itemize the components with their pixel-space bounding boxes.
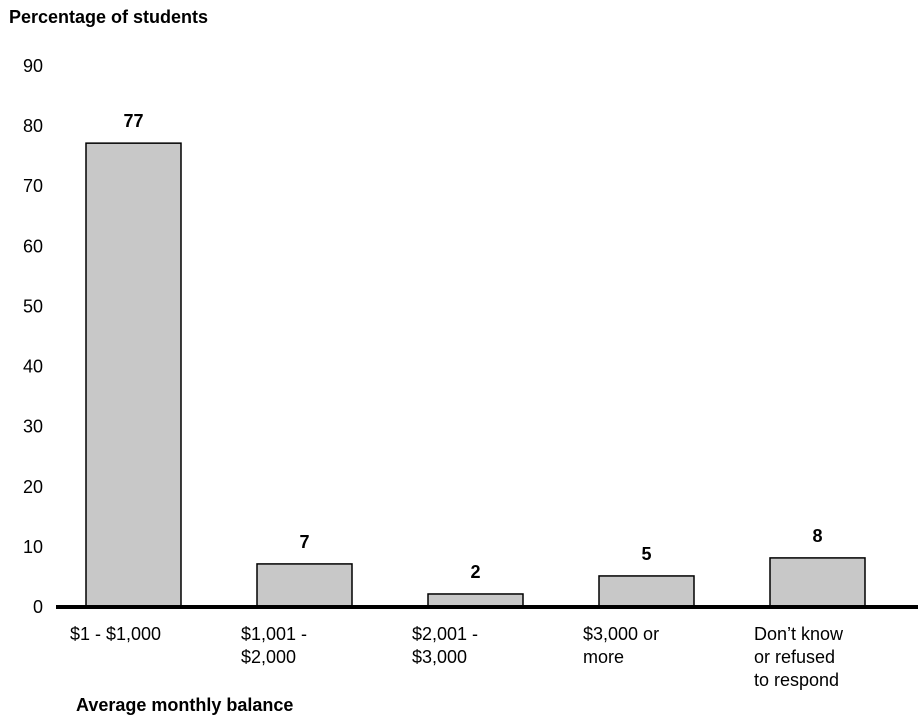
x-category-label-line: or refused xyxy=(754,647,835,667)
y-tick-label: 0 xyxy=(33,597,43,617)
x-category-label-line: $3,000 or xyxy=(583,624,659,644)
x-category-label-line: $1,001 - xyxy=(241,624,307,644)
x-axis-title: Average monthly balance xyxy=(76,695,293,715)
bar-value-label: 77 xyxy=(123,111,143,131)
category-labels-group: $1 - $1,000 $1,001 -$2,000$2,001 -$3,000$… xyxy=(70,624,844,690)
bar xyxy=(85,142,182,607)
x-category-label: $1,001 - $2,000 xyxy=(241,624,307,667)
x-category-label-line: $2,001 - xyxy=(412,624,478,644)
y-tick-label: 40 xyxy=(23,357,43,377)
x-category-label-line: to respond xyxy=(754,670,839,690)
bar xyxy=(256,563,353,607)
y-tick-label: 80 xyxy=(23,116,43,136)
y-tick-label: 90 xyxy=(23,56,43,76)
y-tick-label: 30 xyxy=(23,417,43,437)
bar-value-label: 7 xyxy=(299,532,309,552)
bar xyxy=(769,557,866,607)
y-axis-title: Percentage of students xyxy=(9,7,208,27)
x-category-label-line: $2,000 xyxy=(241,647,296,667)
bar-value-label: 5 xyxy=(641,544,651,564)
x-category-label: $2,001 - $3,000 xyxy=(412,624,478,667)
x-category-label: $1 - $1,000 xyxy=(70,624,161,644)
x-category-label: Don’t know or refused to respond xyxy=(754,624,844,690)
x-category-label-line: more xyxy=(583,647,624,667)
bar xyxy=(427,593,524,607)
y-tick-label: 70 xyxy=(23,176,43,196)
x-category-label-line: Don’t know xyxy=(754,624,844,644)
y-tick-label: 20 xyxy=(23,477,43,497)
bar-value-label: 8 xyxy=(812,526,822,546)
y-tick-label: 60 xyxy=(23,236,43,256)
bar-value-label: 2 xyxy=(470,562,480,582)
x-category-label-line: $3,000 xyxy=(412,647,467,667)
y-axis-ticks: 0 10 20 30 40 50 60 70 80 90 xyxy=(23,56,43,617)
y-tick-label: 50 xyxy=(23,296,43,316)
bar xyxy=(598,575,695,607)
x-category-label-line: $1 - $1,000 xyxy=(70,624,161,644)
bars-group xyxy=(85,142,866,607)
x-category-label: $3,000 or more xyxy=(583,624,659,667)
y-tick-label: 10 xyxy=(23,537,43,557)
